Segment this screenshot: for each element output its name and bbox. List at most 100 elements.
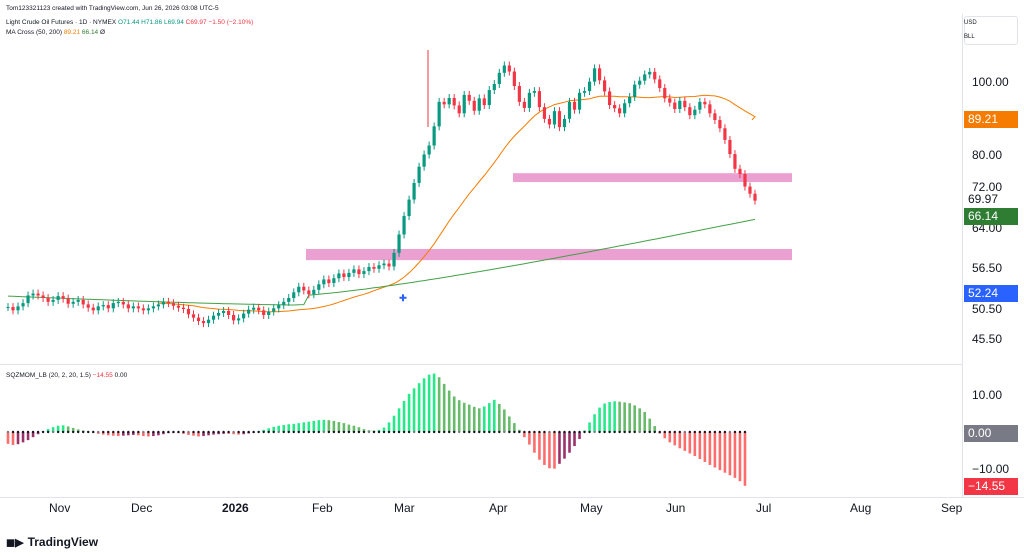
squeeze-dot [21,430,25,434]
momentum-bar [26,432,30,441]
candle-body [703,101,707,105]
pane-separator[interactable] [0,364,962,365]
osc-title[interactable]: SQZMOM_LB (20, 2, 20, 1.5) [6,372,91,379]
momentum-bar [703,432,707,462]
candle-body [407,199,411,217]
candle-body [447,97,451,105]
x-label-jul: Jul [756,501,772,515]
squeeze-dot [427,430,431,434]
squeeze-dot [478,430,481,434]
squeeze-dot [568,430,571,434]
x-label-aug: Aug [850,501,872,515]
scale-options-box[interactable] [964,16,1018,45]
squeeze-dot [36,430,40,434]
candle-body [347,272,351,278]
tradingview-logo[interactable]: ◼▶ TradingView [6,535,99,549]
squeeze-dot [26,430,30,434]
candle-body [723,128,727,140]
squeeze-dot [648,430,651,434]
symbol-name[interactable]: Light Crude Oil Futures · 1D · NYMEX [6,19,117,26]
momentum-bar [648,418,652,432]
squeeze-dot [382,430,386,434]
squeeze-dot [618,430,621,434]
momentum-bar [558,432,561,464]
squeeze-dot [132,430,135,434]
candle-body [537,91,542,108]
candle-body [517,86,521,102]
candle-body [547,118,552,125]
high-label: H [141,19,146,26]
candle-body [582,91,587,93]
momentum-bar [643,412,647,432]
fast-ma-line [158,94,756,313]
candle-body [262,310,266,315]
squeeze-dot [728,430,732,434]
candle-body [663,88,667,99]
momentum-bar [728,432,732,476]
squeeze-dot [447,430,451,434]
osc-label-minus10: −10.00 [972,462,1010,476]
momentum-bar [297,423,301,432]
chart-canvas[interactable] [0,0,962,497]
squeeze-dot [192,430,195,434]
momentum-bar [578,432,581,440]
squeeze-dot [342,430,346,434]
brand-text: TradingView [27,535,99,549]
squeeze-dot [292,430,295,434]
ma-legend: MA Cross (50, 200) 89.21 66.14 Ø [6,29,105,36]
candle-body [76,299,80,302]
candle-body [602,80,607,92]
momentum-bar [733,432,737,478]
squeeze-dot [157,430,160,434]
squeeze-dot [322,430,326,434]
candle-body [121,301,125,305]
candle-body [653,71,657,80]
candle-body [211,315,216,320]
squeeze-dot [242,430,245,434]
momentum-bar [723,432,727,473]
candle-body [362,271,366,275]
candle-body [427,145,431,155]
momentum-bar [653,426,657,432]
momentum-bar [267,428,270,432]
squeeze-dot [302,430,305,434]
candle-body [542,107,547,119]
candle-body [718,119,722,129]
squeeze-dot [312,430,316,434]
momentum-bar [212,432,215,435]
candle-body [392,252,396,267]
squeeze-dot [97,430,100,434]
candle-body [492,83,496,91]
momentum-bar [743,432,747,486]
candle-body [562,118,567,128]
momentum-bar [673,432,677,446]
candle-body [61,296,65,299]
scale-mode-label[interactable]: BLL [964,34,975,40]
currency-label[interactable]: USD [964,20,977,26]
candle-body [733,154,737,169]
candle-body [81,299,85,305]
momentum-bar [457,400,461,432]
candle-body [206,319,211,324]
candle-body [552,111,557,125]
momentum-bar [498,403,501,432]
fast-ma-tag: 89.21 [964,111,1018,128]
squeeze-dot [252,430,255,434]
candle-body [322,279,326,285]
squeeze-dot [628,430,631,434]
momentum-bar [618,401,621,432]
squeeze-dot [122,430,125,434]
price-label-45: 45.50 [972,332,1003,346]
squeeze-dot [738,430,742,434]
candle-body [387,263,391,267]
momentum-bar [538,432,541,460]
candle-body [41,295,45,298]
candle-body [412,182,416,200]
ma-title[interactable]: MA Cross (50, 200) [6,29,62,36]
momentum-bar [668,432,672,443]
momentum-bar [698,432,702,460]
momentum-bar [528,432,531,445]
squeeze-dot [367,430,371,434]
osc-label-10: 10.00 [972,388,1003,402]
squeeze-dot [698,430,702,434]
